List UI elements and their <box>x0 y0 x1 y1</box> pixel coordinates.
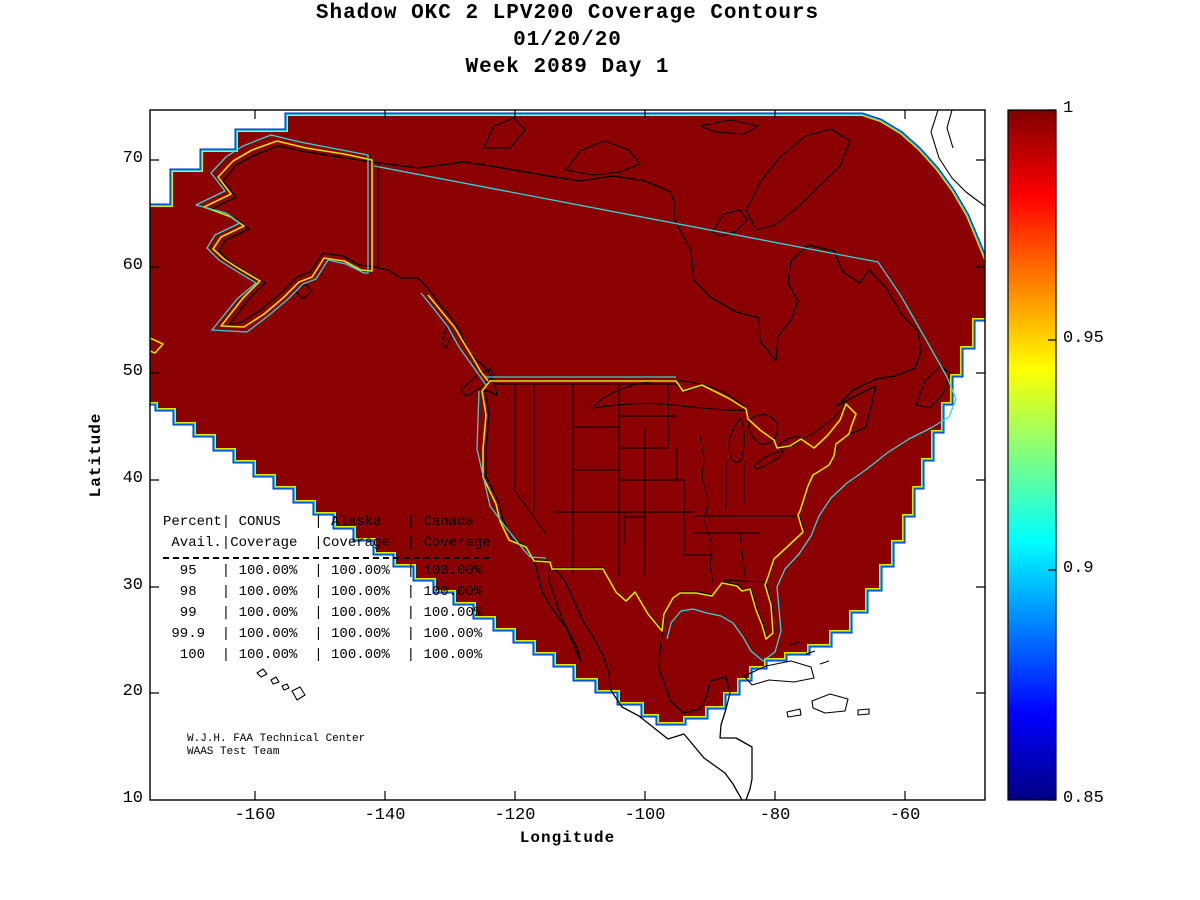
yellow-contour-alaska <box>203 140 373 328</box>
cyan-contour-west-coast <box>476 390 547 559</box>
colorbar-tick-label: 0.85 <box>1063 789 1104 808</box>
cyan-contour-corridor <box>420 292 487 386</box>
colorbar-group <box>1007 109 1057 801</box>
y-tick-label: 70 <box>122 149 143 168</box>
coverage-region <box>150 116 985 722</box>
colorbar-frame <box>1007 109 1057 801</box>
x-tick-label: -140 <box>364 806 406 825</box>
x-tick-label: -100 <box>624 806 666 825</box>
x-tick-label: -120 <box>494 806 536 825</box>
coverage-region-group <box>150 112 985 726</box>
coverage-table: Percent| CONUS | Alaska | Canada Avail.|… <box>163 512 491 666</box>
colorbar-tick-label: 0.95 <box>1063 329 1104 348</box>
yellow-contour-edge-notch <box>150 337 164 354</box>
y-tick-label: 30 <box>122 576 143 595</box>
yellow-contour-conus <box>481 380 857 640</box>
axis-tick-marks <box>150 110 985 800</box>
x-tick-label: -80 <box>759 806 791 825</box>
y-tick-label: 10 <box>122 789 143 808</box>
y-tick-label: 40 <box>122 469 143 488</box>
map-plot-area <box>150 110 985 800</box>
chart-title-line-1: Shadow OKC 2 LPV200 Coverage Contours <box>315 2 820 25</box>
x-axis-label: Longitude <box>519 829 616 847</box>
yellow-contour-corridor <box>427 294 489 382</box>
cyan-contour-alaska <box>195 134 369 333</box>
credit-annotation: W.J.H. FAA Technical Center WAAS Test Te… <box>187 733 366 758</box>
colorbar-tick-label: 1 <box>1063 99 1074 118</box>
y-tick-label: 20 <box>122 682 143 701</box>
coverage-table-divider <box>163 557 489 559</box>
axes-frame <box>149 109 986 801</box>
chart-title-block: Shadow OKC 2 LPV200 Coverage Contours 01… <box>150 0 985 81</box>
y-axis-label: Latitude <box>87 412 105 498</box>
coverage-table-rows: 95 | 100.00% | 100.00% | 100.00% 98 | 10… <box>171 563 483 663</box>
chart-title-line-3: Week 2089 Day 1 <box>465 56 670 79</box>
coverage-table-header: Percent| CONUS | Alaska | Canada Avail.|… <box>163 514 491 551</box>
x-tick-label: -160 <box>234 806 276 825</box>
y-tick-label: 50 <box>122 362 143 381</box>
yellow-contours <box>150 140 857 640</box>
y-tick-label: 60 <box>122 256 143 275</box>
x-tick-label: -60 <box>889 806 921 825</box>
cyan-contours <box>195 134 957 662</box>
state-borders <box>514 384 800 585</box>
cyan-contour-canada-diagonal <box>373 165 957 662</box>
chart-title-line-2: 01/20/20 <box>513 29 622 52</box>
axes-frame-group <box>149 109 986 801</box>
colorbar-tick-marks <box>1048 109 1056 801</box>
colorbar-tick-label: 0.9 <box>1063 559 1094 578</box>
colorbar-gradient <box>1008 110 1056 800</box>
